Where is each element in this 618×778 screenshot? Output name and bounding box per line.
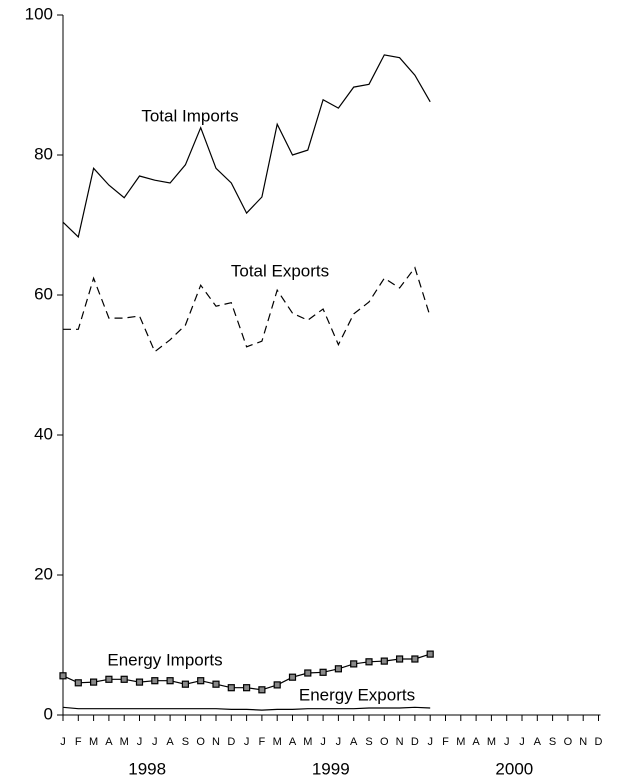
- y-tick-label: 0: [44, 704, 53, 723]
- x-tick-label: J: [137, 736, 143, 748]
- point-marker: [151, 677, 159, 685]
- point-marker: [334, 665, 342, 673]
- x-tick-label: S: [365, 736, 372, 748]
- x-tick-label: M: [120, 736, 129, 748]
- point-marker: [135, 678, 144, 686]
- x-tick-label: D: [227, 736, 235, 748]
- x-tick-label: F: [75, 736, 82, 748]
- point-marker: [350, 660, 358, 668]
- x-tick-label: A: [166, 736, 174, 748]
- y-tick-label: 100: [25, 4, 53, 23]
- x-group-label: 2000: [495, 759, 533, 778]
- series-line: [63, 266, 431, 353]
- point-marker: [396, 655, 404, 663]
- point-marker: [426, 650, 434, 658]
- point-marker: [288, 673, 297, 681]
- series-line: [62, 54, 431, 239]
- x-tick-label: J: [427, 736, 433, 748]
- y-tick-label: 40: [34, 424, 53, 443]
- x-tick-label: J: [504, 736, 510, 748]
- x-tick-label: D: [411, 736, 419, 748]
- x-tick-label: A: [105, 736, 113, 748]
- x-tick-label: A: [350, 736, 358, 748]
- x-tick-label: J: [320, 736, 326, 748]
- x-tick-label: J: [244, 736, 250, 748]
- point-marker: [120, 675, 128, 683]
- series-line: [62, 706, 431, 711]
- series-label: Energy Exports: [299, 685, 415, 704]
- x-tick-label: N: [396, 736, 404, 748]
- x-tick-label: S: [549, 736, 556, 748]
- point-marker: [197, 677, 205, 685]
- y-tick-label: 60: [34, 284, 53, 303]
- x-tick-label: A: [472, 736, 480, 748]
- series-label: Total Imports: [141, 106, 238, 125]
- x-tick-label: J: [336, 736, 342, 748]
- x-tick-label: A: [289, 736, 297, 748]
- x-tick-label: O: [564, 736, 573, 748]
- x-tick-label: A: [534, 736, 542, 748]
- point-marker: [105, 675, 113, 683]
- x-tick-label: M: [273, 736, 282, 748]
- series-label: Energy Imports: [107, 650, 222, 669]
- series-label: Total Exports: [231, 261, 329, 280]
- point-marker: [166, 677, 174, 685]
- x-tick-label: J: [60, 736, 66, 748]
- point-marker: [380, 657, 388, 665]
- point-marker: [243, 684, 251, 692]
- y-tick-label: 20: [34, 564, 53, 583]
- x-tick-label: O: [380, 736, 389, 748]
- point-marker: [212, 680, 220, 688]
- x-tick-label: F: [442, 736, 449, 748]
- x-tick-label: D: [595, 736, 603, 748]
- point-marker: [258, 686, 266, 694]
- x-tick-label: N: [212, 736, 220, 748]
- x-tick-label: F: [259, 736, 266, 748]
- point-marker: [227, 684, 235, 692]
- point-marker: [59, 672, 67, 680]
- x-tick-label: N: [579, 736, 587, 748]
- x-group-label: 1998: [128, 759, 166, 778]
- y-tick-label: 80: [34, 144, 53, 163]
- x-tick-label: M: [89, 736, 98, 748]
- point-marker: [273, 681, 281, 689]
- point-marker: [304, 669, 312, 677]
- point-marker: [365, 658, 373, 666]
- point-marker: [181, 680, 189, 688]
- x-tick-label: J: [519, 736, 525, 748]
- point-marker: [89, 678, 98, 686]
- point-marker: [411, 655, 419, 663]
- x-tick-label: S: [182, 736, 189, 748]
- x-tick-label: J: [152, 736, 158, 748]
- x-tick-label: M: [487, 736, 496, 748]
- point-marker: [319, 668, 327, 676]
- x-tick-label: O: [196, 736, 205, 748]
- x-tick-label: M: [303, 736, 312, 748]
- point-marker: [74, 679, 82, 687]
- x-tick-label: M: [456, 736, 465, 748]
- x-group-label: 1999: [312, 759, 350, 778]
